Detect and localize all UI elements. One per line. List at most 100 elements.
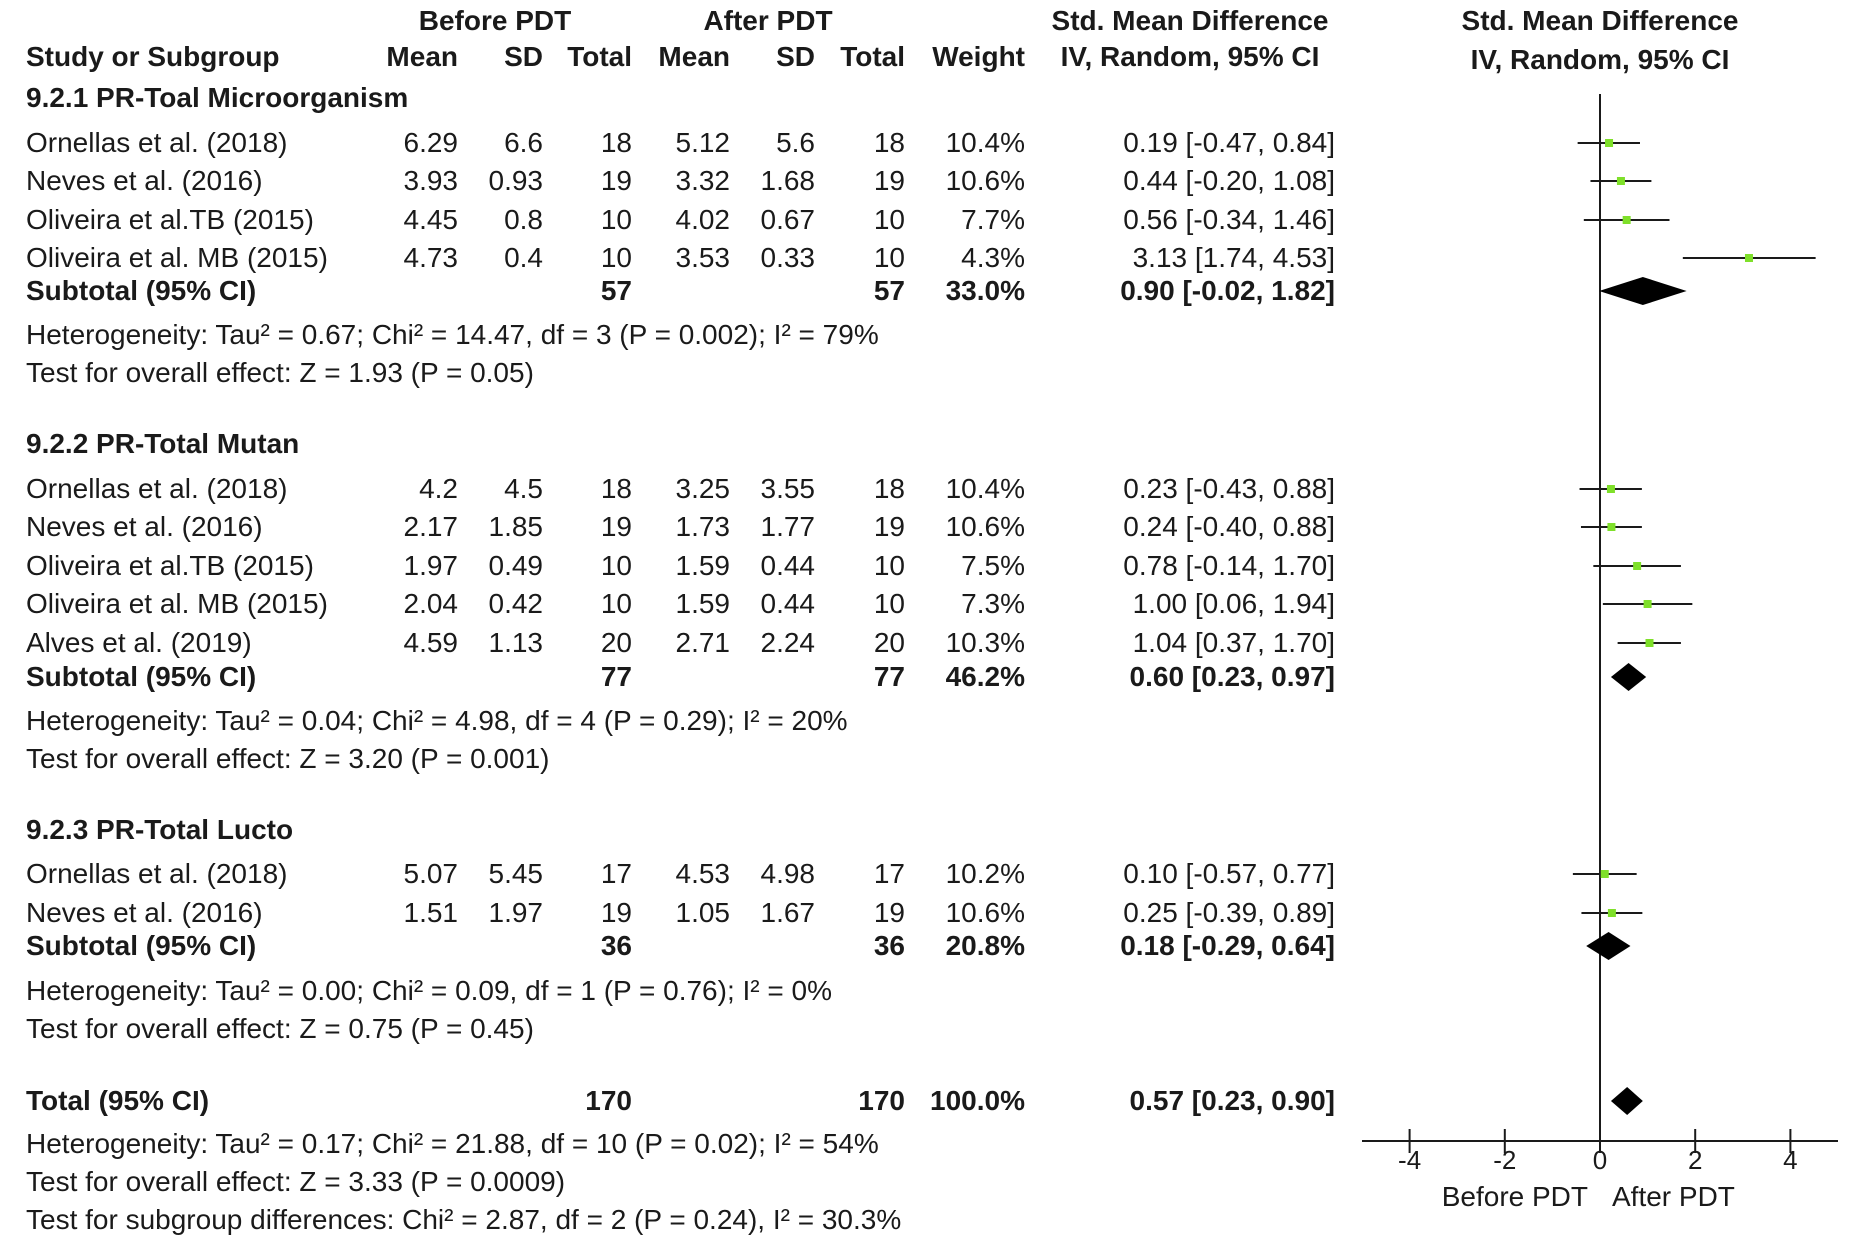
study-name: Neves et al. (2016) bbox=[26, 511, 263, 542]
sd2: 0.67 bbox=[760, 204, 816, 235]
sd1: 0.42 bbox=[488, 588, 544, 619]
effect-ci: 0.25 [-0.39, 0.89] bbox=[1123, 897, 1335, 928]
mean1: 4.2 bbox=[419, 473, 458, 504]
total-n1: 170 bbox=[585, 1085, 632, 1116]
mean1: 1.97 bbox=[403, 550, 459, 581]
mean2: 3.53 bbox=[675, 242, 731, 273]
mean2: 1.73 bbox=[675, 511, 731, 542]
forest-table: Before PDT After PDT Std. Mean Differenc… bbox=[26, 5, 1335, 1235]
plot-method: IV, Random, 95% CI bbox=[1471, 44, 1730, 75]
sd2: 1.68 bbox=[760, 165, 816, 196]
total1: 19 bbox=[600, 165, 632, 196]
weight: 4.3% bbox=[961, 242, 1025, 273]
total1: 10 bbox=[600, 550, 632, 581]
effect-ci: 1.00 [0.06, 1.94] bbox=[1132, 588, 1335, 619]
study-name: Oliveira et al.TB (2015) bbox=[26, 204, 314, 235]
study-point bbox=[1643, 600, 1652, 608]
weight: 7.3% bbox=[961, 588, 1025, 619]
total-heterogeneity-text: Heterogeneity: Tau² = 0.17; Chi² = 21.88… bbox=[26, 1128, 879, 1159]
x-tick-label: 4 bbox=[1783, 1145, 1797, 1175]
col-total1: Total bbox=[567, 41, 632, 72]
study-point bbox=[1633, 562, 1642, 570]
subgroup-title: 9.2.2 PR-Total Mutan bbox=[26, 428, 300, 459]
total1: 19 bbox=[600, 897, 632, 928]
sd2: 0.33 bbox=[760, 242, 816, 273]
effect-ci: 0.56 [-0.34, 1.46] bbox=[1123, 204, 1335, 235]
total1: 18 bbox=[600, 127, 632, 158]
overall-diamond bbox=[1610, 1087, 1643, 1115]
subtotal-n1: 57 bbox=[600, 275, 632, 306]
sd1: 0.8 bbox=[504, 204, 543, 235]
total-overall-effect-text: Test for overall effect: Z = 3.33 (P = 0… bbox=[26, 1166, 566, 1197]
group1-header: Before PDT bbox=[418, 5, 572, 36]
subtotal-diamond bbox=[1586, 932, 1631, 960]
study-point bbox=[1607, 523, 1616, 531]
sd2: 5.6 bbox=[776, 127, 815, 158]
overall-effect-text: Test for overall effect: Z = 3.20 (P = 0… bbox=[26, 743, 550, 774]
sd2: 1.77 bbox=[760, 511, 816, 542]
study-point bbox=[1744, 254, 1753, 262]
subtotal-ci: 0.18 [-0.29, 0.64] bbox=[1120, 930, 1335, 961]
subtotal-ci: 0.90 [-0.02, 1.82] bbox=[1120, 275, 1335, 306]
total-label: Total (95% CI) bbox=[26, 1085, 210, 1116]
effect-ci: 0.10 [-0.57, 0.77] bbox=[1123, 858, 1335, 889]
subtotal-weight: 20.8% bbox=[945, 930, 1025, 961]
study-point bbox=[1606, 485, 1615, 493]
sd1: 1.97 bbox=[488, 897, 544, 928]
total1: 17 bbox=[600, 858, 632, 889]
total1: 10 bbox=[600, 588, 632, 619]
mean2: 5.12 bbox=[675, 127, 731, 158]
mean1: 4.59 bbox=[403, 627, 459, 658]
total-ci: 0.57 [0.23, 0.90] bbox=[1129, 1085, 1335, 1116]
sd1: 5.45 bbox=[488, 858, 544, 889]
study-point bbox=[1622, 216, 1631, 224]
mean1: 4.73 bbox=[403, 242, 459, 273]
total-weight: 100.0% bbox=[930, 1085, 1025, 1116]
study-name: Alves et al. (2019) bbox=[26, 627, 252, 658]
effect-ci: 0.23 [-0.43, 0.88] bbox=[1123, 473, 1335, 504]
subtotal-weight: 33.0% bbox=[945, 275, 1025, 306]
mean2: 1.59 bbox=[675, 550, 731, 581]
total2: 10 bbox=[873, 588, 905, 619]
heterogeneity-text: Heterogeneity: Tau² = 0.00; Chi² = 0.09,… bbox=[26, 975, 832, 1006]
sd1: 4.5 bbox=[504, 473, 543, 504]
study-point bbox=[1645, 639, 1654, 647]
study-name: Neves et al. (2016) bbox=[26, 897, 263, 928]
weight: 10.6% bbox=[945, 165, 1025, 196]
subtotal-label: Subtotal (95% CI) bbox=[26, 275, 257, 306]
weight: 10.6% bbox=[945, 897, 1025, 928]
group2-header: After PDT bbox=[703, 5, 833, 36]
subtotal-n2: 57 bbox=[873, 275, 905, 306]
total2: 10 bbox=[873, 242, 905, 273]
mean2: 2.71 bbox=[675, 627, 731, 658]
heterogeneity-text: Heterogeneity: Tau² = 0.67; Chi² = 14.47… bbox=[26, 319, 879, 350]
subtotal-ci: 0.60 [0.23, 0.97] bbox=[1129, 661, 1335, 692]
total2: 19 bbox=[873, 897, 905, 928]
favours-right-label: After PDT bbox=[1612, 1181, 1735, 1212]
total1: 18 bbox=[600, 473, 632, 504]
sd1: 0.49 bbox=[488, 550, 544, 581]
study-name: Ornellas et al. (2018) bbox=[26, 858, 288, 889]
study-point bbox=[1605, 139, 1614, 147]
sd1: 0.4 bbox=[504, 242, 543, 273]
total2: 17 bbox=[873, 858, 905, 889]
mean2: 1.05 bbox=[675, 897, 731, 928]
total1: 20 bbox=[600, 627, 632, 658]
study-name: Oliveira et al. MB (2015) bbox=[26, 588, 328, 619]
total2: 18 bbox=[873, 473, 905, 504]
favours-left-label: Before PDT bbox=[1442, 1181, 1588, 1212]
mean1: 2.04 bbox=[403, 588, 459, 619]
effect-ci: 0.24 [-0.40, 0.88] bbox=[1123, 511, 1335, 542]
heterogeneity-text: Heterogeneity: Tau² = 0.04; Chi² = 4.98,… bbox=[26, 705, 848, 736]
mean1: 1.51 bbox=[403, 897, 459, 928]
sd2: 0.44 bbox=[760, 588, 816, 619]
total2: 10 bbox=[873, 204, 905, 235]
study-point bbox=[1607, 909, 1616, 917]
sd1: 1.13 bbox=[488, 627, 544, 658]
effect-ci: 0.78 [-0.14, 1.70] bbox=[1123, 550, 1335, 581]
x-tick-label: 2 bbox=[1688, 1145, 1702, 1175]
subgroup-title: 9.2.3 PR-Total Lucto bbox=[26, 814, 294, 845]
study-name: Ornellas et al. (2018) bbox=[26, 473, 288, 504]
total1: 10 bbox=[600, 242, 632, 273]
